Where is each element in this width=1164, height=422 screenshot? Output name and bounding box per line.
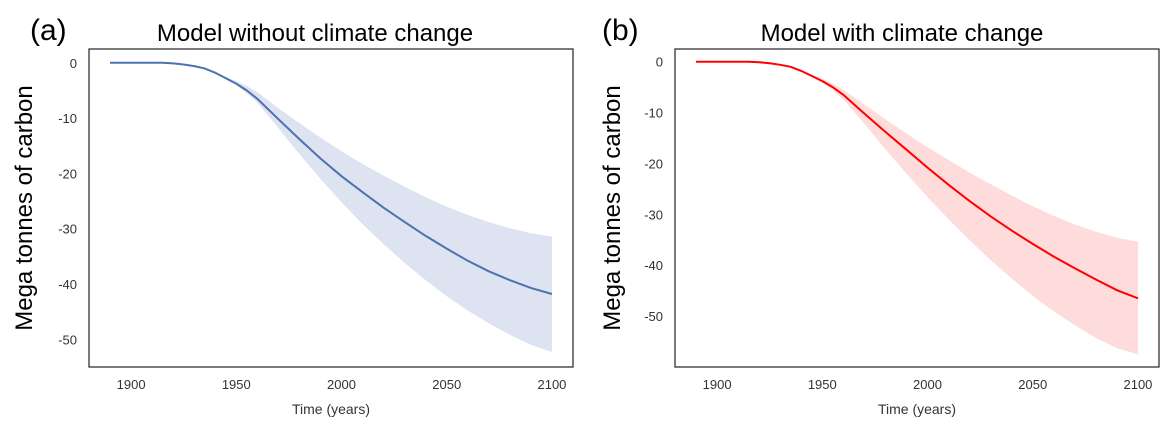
x-tick-label: 2050 — [1018, 377, 1047, 392]
series-line — [696, 60, 1139, 300]
y-tick-label: -40 — [644, 258, 663, 273]
y-tick-label: -20 — [644, 156, 663, 171]
x-tick-label: 1950 — [222, 377, 251, 392]
y-tick-label: -30 — [58, 222, 77, 237]
x-tick-labels: 1900 1950 2000 2050 2100 — [117, 377, 567, 392]
x-tick-label: 2100 — [1123, 377, 1152, 392]
y-tick-label: -30 — [644, 207, 663, 222]
panel-label: (a) — [30, 14, 67, 47]
panel-label: (b) — [602, 14, 639, 47]
chart-title: Model without climate change — [157, 20, 473, 47]
series-line — [110, 61, 553, 295]
x-tick-label: 1950 — [808, 377, 837, 392]
x-tick-label: 2000 — [327, 377, 356, 392]
x-tick-labels: 1900 1950 2000 2050 2100 — [703, 377, 1153, 392]
y-tick-label: 0 — [70, 56, 77, 71]
y-tick-label: -10 — [644, 106, 663, 121]
y-tick-label: -50 — [58, 332, 77, 347]
chart-title: Model with climate change — [761, 20, 1044, 47]
y-tick-label: 0 — [656, 55, 663, 70]
chart-panel-a: (a) Model without climate change Mega to… — [11, 14, 574, 417]
x-tick-label: 2000 — [913, 377, 942, 392]
y-tick-label: -40 — [58, 277, 77, 292]
confidence-band — [696, 61, 1138, 355]
x-tick-label: 1900 — [703, 377, 732, 392]
y-tick-labels: 0 -10 -20 -30 -40 -50 — [58, 56, 77, 348]
x-tick-label: 2050 — [432, 377, 461, 392]
y-tick-label: -50 — [644, 309, 663, 324]
confidence-band — [110, 62, 552, 353]
x-tick-label: 1900 — [117, 377, 146, 392]
chart-panel-b: (b) Model with climate change Mega tonne… — [599, 14, 1160, 417]
y-tick-label: -20 — [58, 166, 77, 181]
y-axis-label: Mega tonnes of carbon — [599, 85, 626, 331]
x-axis-label: Time (years) — [878, 401, 956, 417]
x-tick-label: 2100 — [537, 377, 566, 392]
y-tick-label: -10 — [58, 111, 77, 126]
y-tick-labels: 0 -10 -20 -30 -40 -50 — [644, 55, 663, 324]
x-axis-label: Time (years) — [292, 401, 370, 417]
y-axis-label: Mega tonnes of carbon — [11, 85, 38, 331]
